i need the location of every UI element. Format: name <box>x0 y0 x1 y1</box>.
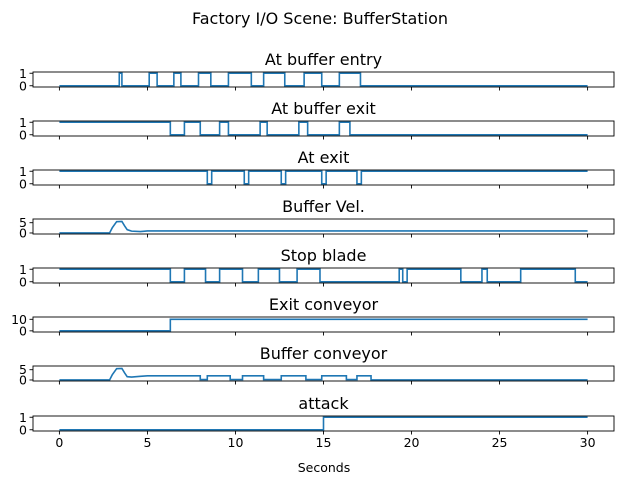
subplot-2: At buffer exit 01 <box>19 99 615 142</box>
y-tick-label: 1 <box>19 164 27 179</box>
y-tick-label: 1 <box>19 262 27 277</box>
x-axis-label: Seconds <box>298 460 351 475</box>
y-tick-label: 0 <box>19 422 27 437</box>
subplot-7: Buffer conveyor 05 <box>19 344 615 387</box>
y-tick-label: 5 <box>19 215 27 230</box>
y-tick-label: 1 <box>19 66 27 81</box>
series-line <box>59 318 588 332</box>
subplot-title: attack <box>298 394 349 413</box>
plot-frame <box>32 169 615 186</box>
subplot-title: Exit conveyor <box>269 295 379 314</box>
subplot-title: Buffer conveyor <box>260 344 388 363</box>
x-tick-label: 25 <box>492 435 508 450</box>
subplot-title: At buffer entry <box>265 50 382 69</box>
x-tick-label: 0 <box>55 435 63 450</box>
subplot-title: At buffer exit <box>271 99 376 118</box>
subplot-6: Exit conveyor 010 <box>11 295 615 338</box>
plot-frame <box>32 267 615 284</box>
series-line <box>59 220 588 234</box>
figure-title: Factory I/O Scene: BufferStation <box>192 9 448 28</box>
x-tick-label: 15 <box>316 435 332 450</box>
y-tick-label: 0 <box>19 176 27 191</box>
x-tick-label: 5 <box>143 435 151 450</box>
x-tick-label: 20 <box>404 435 420 450</box>
subplot-title: Stop blade <box>281 246 367 265</box>
x-tick-label: 10 <box>228 435 244 450</box>
series-line <box>59 72 588 87</box>
y-tick-label: 1 <box>19 410 27 425</box>
subplot-4: Buffer Vel. 05 <box>19 197 615 240</box>
subplot-3: At exit 01 <box>19 148 615 191</box>
subplot-1: At buffer entry 01 <box>19 50 615 93</box>
y-tick-label: 0 <box>19 225 27 240</box>
subplot-5: Stop blade 01 <box>19 246 615 289</box>
series-line <box>59 170 588 185</box>
subplot-title: Buffer Vel. <box>282 197 365 216</box>
y-tick-label: 0 <box>19 323 27 338</box>
series-line <box>59 367 588 381</box>
subplot-title: At exit <box>298 148 350 167</box>
series-line <box>59 416 588 431</box>
y-tick-label: 0 <box>19 274 27 289</box>
x-tick-label: 30 <box>580 435 596 450</box>
y-tick-label: 0 <box>19 78 27 93</box>
series-line <box>59 121 588 136</box>
y-tick-label: 10 <box>11 312 27 327</box>
y-tick-label: 1 <box>19 115 27 130</box>
plot-frame <box>32 71 615 88</box>
y-tick-label: 0 <box>19 372 27 387</box>
y-tick-label: 5 <box>19 362 27 377</box>
series-line <box>59 268 588 283</box>
y-tick-label: 0 <box>19 127 27 142</box>
plot-frame <box>32 120 615 137</box>
